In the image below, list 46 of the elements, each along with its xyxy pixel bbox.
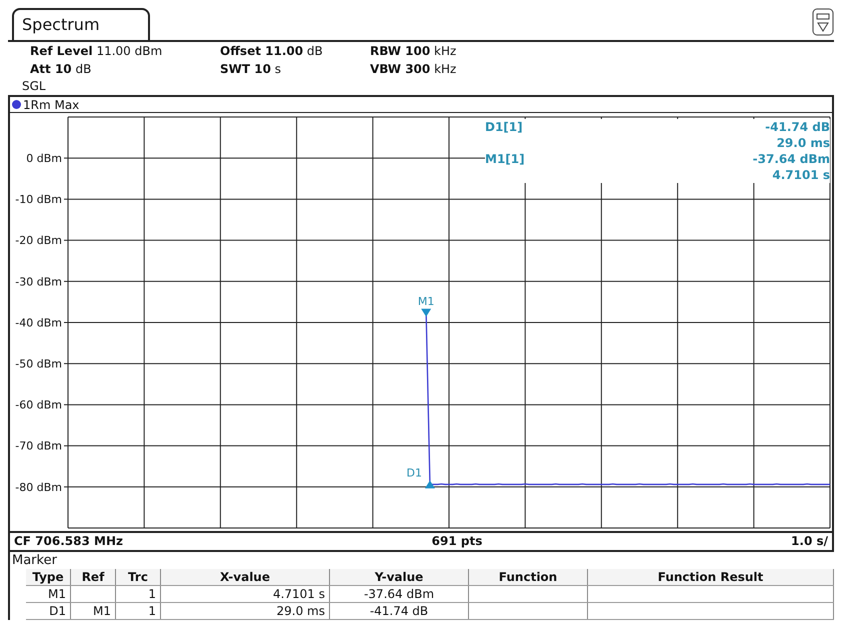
y-tick-label: -10 dBm — [15, 193, 62, 206]
y-tick-label: -70 dBm — [15, 440, 62, 453]
text: Function Result — [588, 569, 834, 585]
text: Marker — [12, 552, 58, 569]
annotation: D1[1] — [485, 119, 523, 135]
text: 4.7101 s — [161, 586, 330, 602]
annotation: -37.64 dBm — [752, 151, 830, 167]
text: M1 — [71, 603, 116, 619]
text: -41.74 dB — [330, 603, 469, 619]
y-tick-label: -50 dBm — [15, 358, 62, 371]
annotation: M1 — [418, 294, 434, 308]
text: CF 706.583 MHz — [14, 533, 123, 550]
legend-label: 1Rm Max — [22, 98, 80, 112]
y-tick-label: 0 dBm — [26, 152, 62, 166]
text: Type — [26, 569, 71, 585]
y-tick-label: -60 dBm — [15, 398, 62, 412]
text: 1.0 s/ — [791, 533, 828, 550]
annotation: 4.7101 s — [771, 167, 830, 183]
text: VBW 300 kHz — [370, 62, 456, 76]
text: 1 — [116, 586, 161, 602]
y-tick-label: -20 dBm — [15, 234, 62, 248]
text: 691 pts — [432, 533, 482, 550]
annotation: 29.0 ms — [776, 135, 830, 151]
text: Y-value — [330, 569, 469, 585]
text: SWT 10 s — [220, 62, 282, 76]
text: 29.0 ms — [161, 603, 330, 619]
text: Function — [469, 569, 588, 585]
annotation: -41.74 dB — [765, 119, 830, 135]
text: X-value — [161, 569, 330, 585]
text: M1 — [26, 586, 71, 602]
text: Ref Level 11.00 dBm — [30, 44, 162, 58]
annotation: M1[1] — [485, 151, 525, 167]
text: RBW 100 kHz — [370, 44, 456, 58]
text: D1 — [26, 603, 71, 619]
text: Att 10 dB — [30, 62, 92, 76]
text: -37.64 dBm — [330, 586, 469, 602]
text: 1 — [116, 603, 161, 619]
text: Ref — [71, 569, 116, 585]
y-tick-label: -40 dBm — [15, 316, 62, 330]
text: Offset 11.00 dB — [220, 44, 323, 58]
y-tick-label: -30 dBm — [15, 275, 62, 288]
annotation: D1 — [406, 466, 422, 480]
text: Trc — [116, 569, 161, 585]
text: SGL — [21, 79, 47, 95]
y-tick-label: -80 dBm — [15, 480, 62, 494]
chart-title: Spectrum — [12, 8, 150, 40]
